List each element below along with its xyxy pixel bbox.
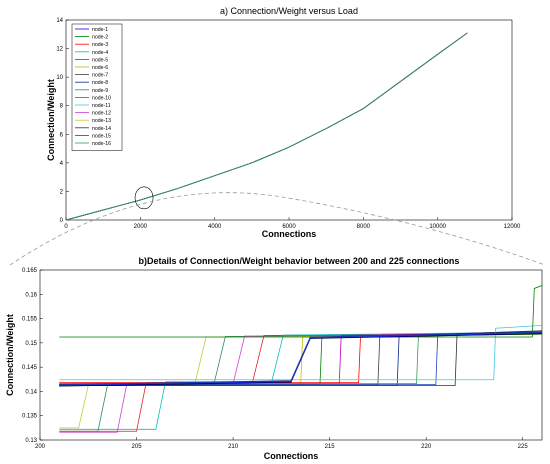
zoom-connector [9, 192, 546, 266]
chart-b-ytick-label: 0.16 [25, 292, 37, 298]
chart-b-series-line [59, 324, 543, 381]
chart-a-series-line [65, 32, 468, 221]
chart-a-xtick-label: 10000 [429, 224, 446, 230]
chart-b-ytick-label: 0.14 [25, 389, 37, 395]
chart-a-legend-label: node-1 [92, 27, 108, 33]
chart-a-ytick-label: 0 [60, 218, 64, 224]
chart-b-xlabel: Connections [264, 451, 319, 461]
chart-b-marks: 200 205 210 215 220 225 0.13 0.135 0.14 0.145 0.15… [22, 268, 543, 450]
chart-a-title: a) Connection/Weight versus Load [220, 6, 358, 16]
chart-b-ytick-label: 0.155 [22, 317, 38, 323]
chart-a-zoom-ellipse [134, 186, 154, 210]
chart-b-xtick-label: 210 [228, 444, 239, 450]
chart-b-xtick-label: 200 [35, 444, 46, 450]
chart-a-legend-label: node-16 [92, 141, 111, 147]
chart-a-legend-label: node-5 [92, 57, 108, 63]
chart-a-xtick-label: 6000 [282, 224, 296, 230]
chart-a-ytick-label: 12 [56, 47, 63, 53]
chart-a-xtick-label: 2000 [134, 224, 148, 230]
chart-b-xtick-label: 220 [421, 444, 432, 450]
chart-a-ytick-label: 8 [60, 104, 64, 110]
chart-a-ytick-label: 2 [60, 189, 64, 195]
chart-a-legend-label: node-13 [92, 118, 111, 124]
chart-a-xtick-label: 0 [64, 224, 68, 230]
chart-a-xtick-label: 8000 [357, 224, 371, 230]
chart-b-ytick-label: 0.165 [22, 268, 38, 274]
chart-a-legend-label: node-15 [92, 133, 111, 139]
chart-b-ytick-label: 0.135 [22, 414, 38, 420]
panel-a-connection-weight-vs-load: a) Connection/Weight versus Load 0 2000 40… [46, 6, 521, 239]
chart-a-xtick-label: 4000 [208, 224, 222, 230]
chart-a-legend-label: node-6 [92, 65, 108, 71]
chart-a-xlabel: Connections [262, 229, 317, 239]
chart-b-ytick-label: 0.145 [22, 365, 38, 371]
chart-a-legend-label: node-8 [92, 80, 108, 86]
chart-a-plot-area [65, 19, 513, 221]
chart-b-xtick-label: 205 [132, 444, 143, 450]
chart-a-ytick-label: 6 [60, 132, 64, 138]
chart-a-legend-label: node-14 [92, 126, 111, 132]
chart-b-ytick-label: 0.15 [25, 341, 37, 347]
chart-a-ytick-label: 10 [56, 75, 63, 81]
chart-a-legend-label: node-12 [92, 111, 111, 117]
chart-b-xtick-label: 215 [325, 444, 336, 450]
chart-a-legend-label: node-4 [92, 50, 108, 56]
chart-a-legend-label: node-9 [92, 88, 108, 94]
chart-a-ytick-label: 4 [60, 161, 64, 167]
zoom-arc [9, 192, 546, 266]
chart-b-ytick-label: 0.13 [25, 438, 37, 444]
chart-a-ytick-label: 14 [56, 18, 63, 24]
chart-a-legend-label: node-2 [92, 35, 108, 41]
chart-b-xtick-label: 225 [518, 444, 529, 450]
chart-a-legend [71, 23, 123, 151]
chart-b-series-line [59, 330, 543, 387]
chart-a-legend-label: node-11 [92, 103, 111, 109]
chart-a-xtick-label: 12000 [504, 224, 521, 230]
chart-b-ylabel: Connection/Weight [5, 314, 15, 396]
chart-a-ylabel: Connection/Weight [46, 79, 56, 161]
panel-b-connection-weight-detail: b)Details of Connection/Weight behavior … [5, 256, 543, 461]
chart-a-legend-label: node-3 [92, 42, 108, 48]
chart-b-series-line [59, 332, 543, 386]
chart-b-plot-area [39, 269, 543, 441]
chart-a-legend-label: node-7 [92, 73, 108, 79]
chart-b-title: b)Details of Connection/Weight behavior … [139, 256, 460, 266]
chart-a-marks: 0 2000 4000 6000 8000 10000 12000 0 2 4 6 8 10 12 14 no… [56, 18, 521, 230]
chart-a-legend-label: node-10 [92, 95, 111, 101]
